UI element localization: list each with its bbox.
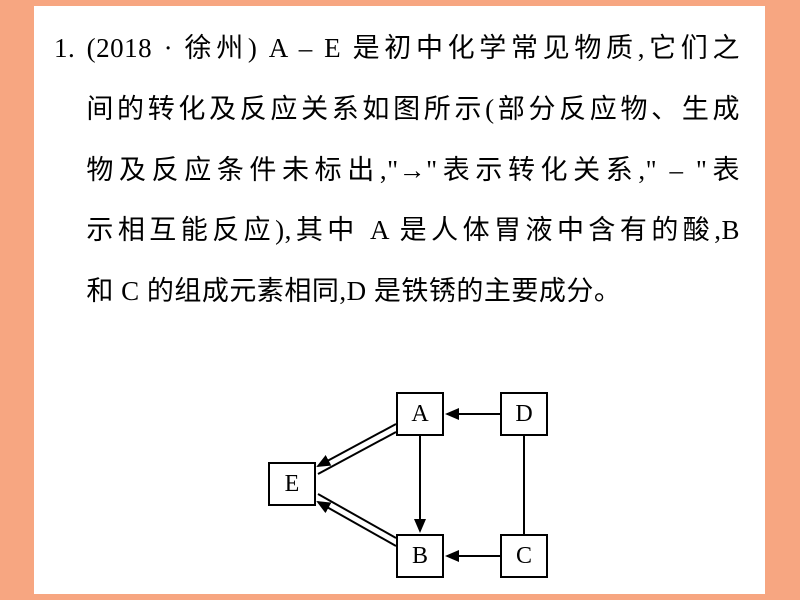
node-a: A xyxy=(396,392,444,436)
node-a-label: A xyxy=(411,401,428,428)
problem-text: 1. (2018 · 徐州) A – E 是初中化学常见物质,它们之 间的转化及… xyxy=(54,18,740,322)
node-c: C xyxy=(500,534,548,578)
node-b: B xyxy=(396,534,444,578)
text-line-2: 间的转化及反应关系如图所示(部分反应物、生成 xyxy=(54,79,740,140)
text-line-1: 1. (2018 · 徐州) A – E 是初中化学常见物质,它们之 xyxy=(54,18,740,79)
reaction-diagram: A D E B C xyxy=(264,388,564,588)
node-d-label: D xyxy=(515,401,532,428)
node-c-label: C xyxy=(516,543,532,570)
page-container: 1. (2018 · 徐州) A – E 是初中化学常见物质,它们之 间的转化及… xyxy=(34,6,765,594)
node-b-label: B xyxy=(412,543,428,570)
node-d: D xyxy=(500,392,548,436)
text-line-4: 示相互能反应),其中 A 是人体胃液中含有的酸,B xyxy=(54,200,740,261)
node-e: E xyxy=(268,462,316,506)
text-line-5: 和 C 的组成元素相同,D 是铁锈的主要成分。 xyxy=(54,261,740,322)
text-line-3: 物及反应条件未标出,"→"表示转化关系," – "表 xyxy=(54,140,740,201)
node-e-label: E xyxy=(285,471,300,498)
